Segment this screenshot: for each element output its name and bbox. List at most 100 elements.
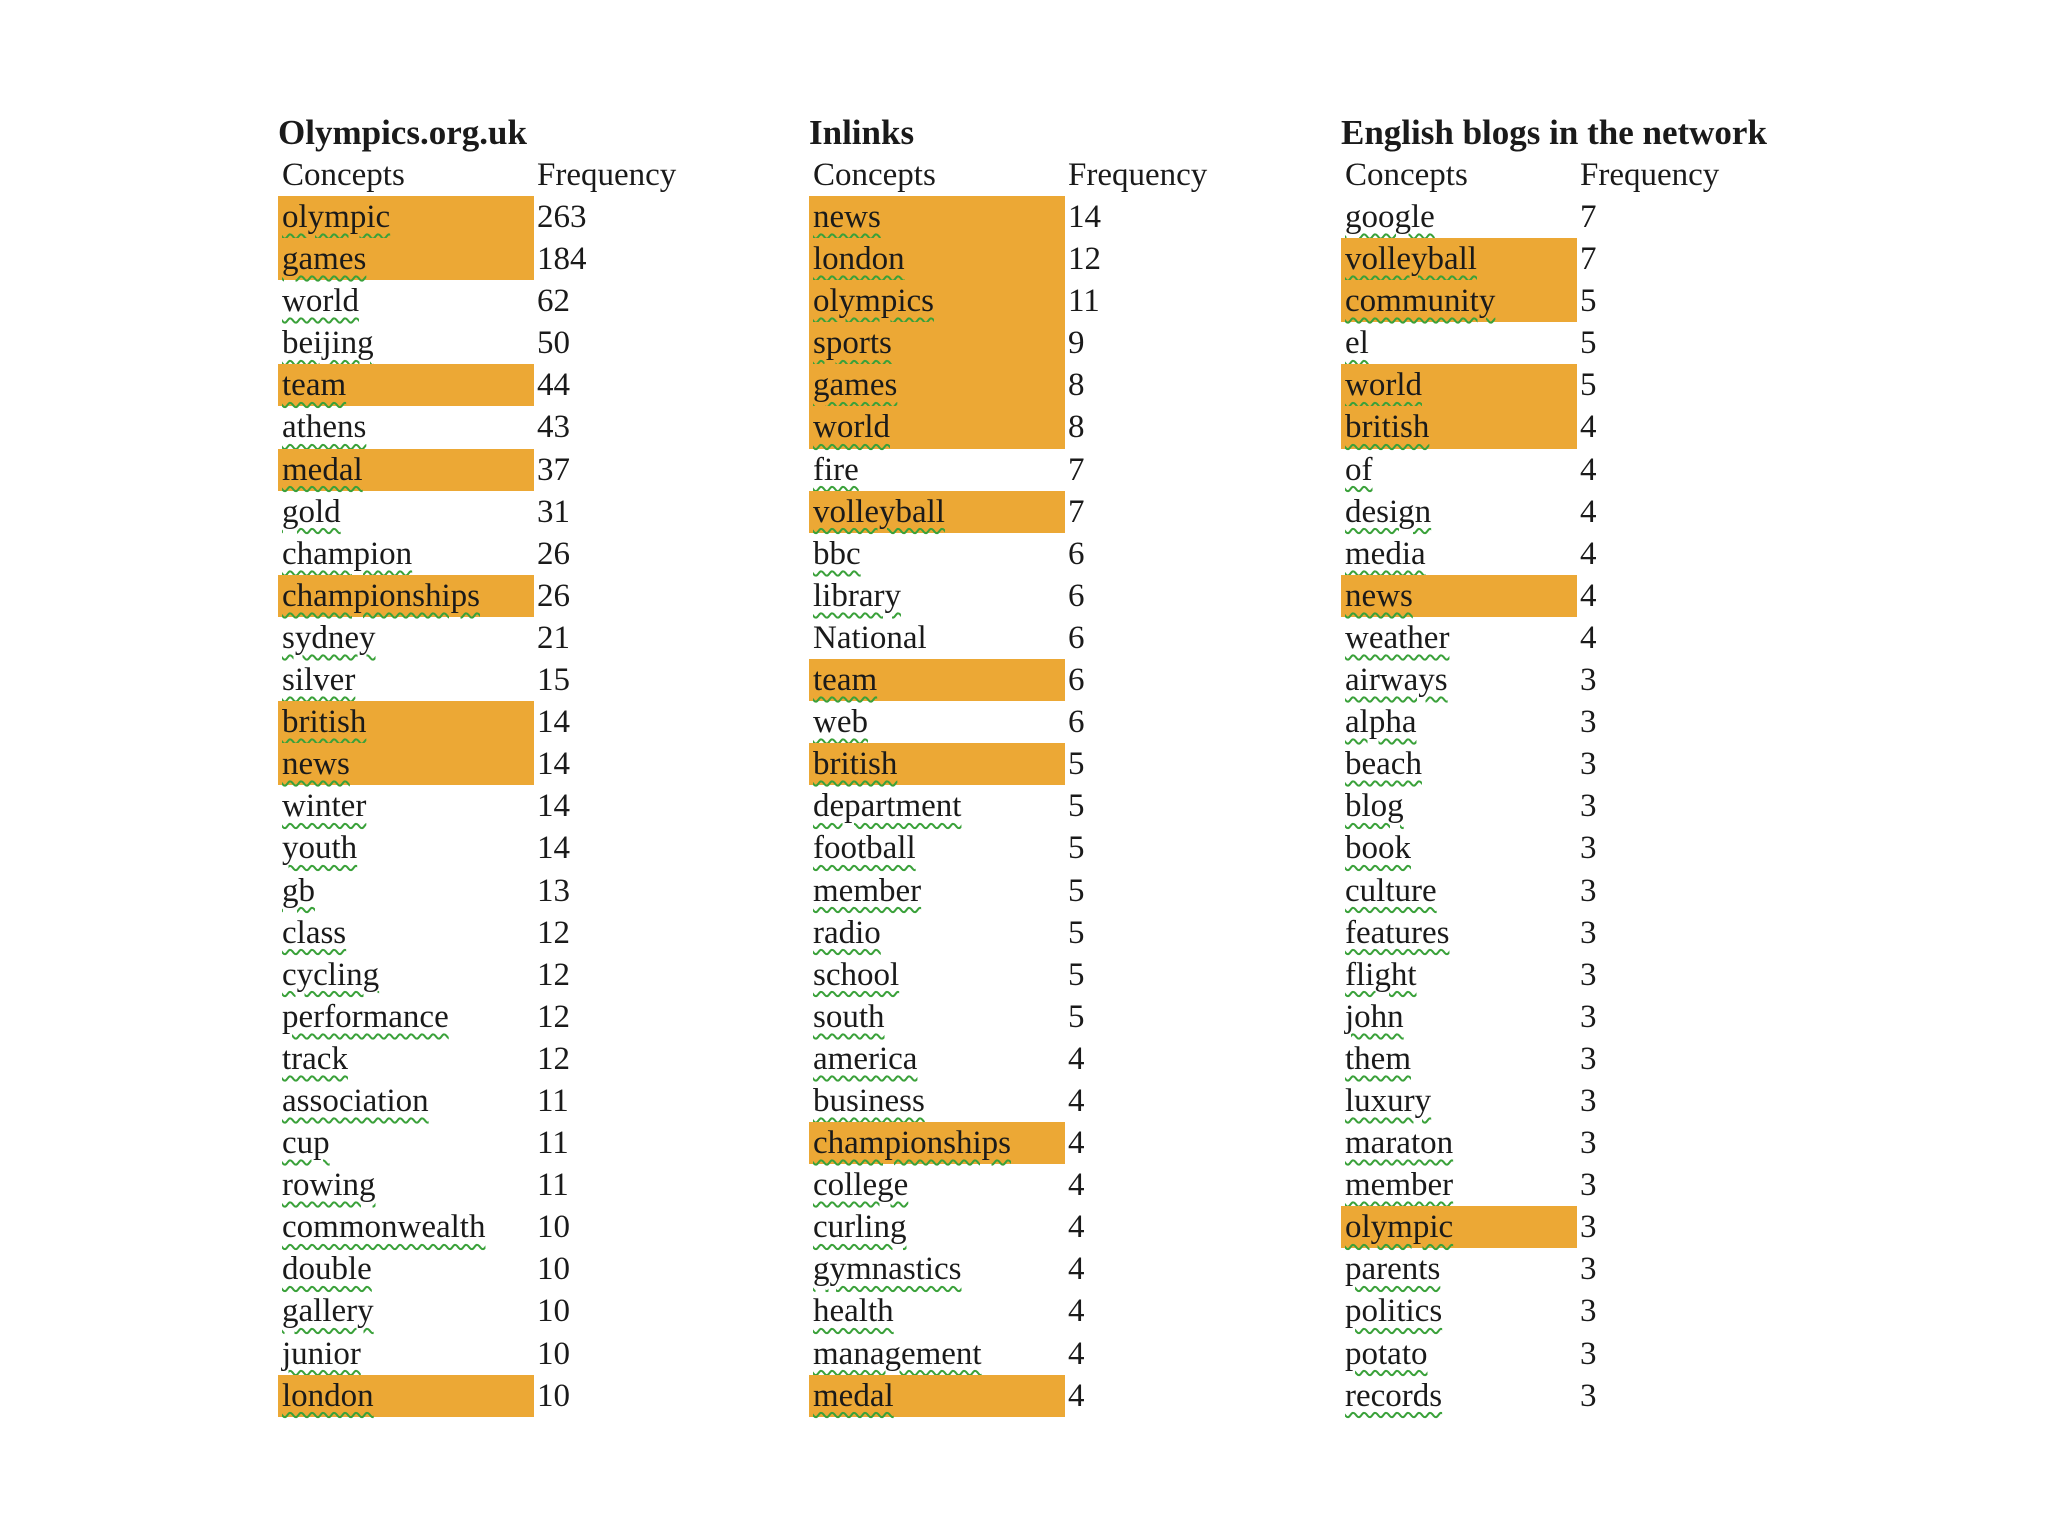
concept-cell: book (1341, 827, 1577, 869)
concept-cell: double (278, 1248, 534, 1290)
concept-text: health (813, 1293, 894, 1330)
concept-cell: parents (1341, 1248, 1577, 1290)
table-header: Concepts Frequency (809, 154, 1245, 196)
concept-text: fire (813, 451, 859, 488)
table-row: silver 15 (278, 659, 714, 701)
table-row: gold 31 (278, 491, 714, 533)
table-row: blog 3 (1341, 785, 1767, 827)
concept-text: them (1345, 1040, 1411, 1077)
concept-cell: london (278, 1374, 534, 1417)
frequency-cell: 5 (1068, 872, 1085, 909)
concept-text: curling (813, 1209, 907, 1246)
table-row: volleyball 7 (1341, 238, 1767, 281)
concept-text: team (282, 367, 347, 404)
concept-cell: gold (278, 491, 534, 533)
concept-cell: world (1341, 364, 1577, 407)
concept-cell: community (1341, 280, 1577, 323)
frequency-cell: 26 (537, 535, 570, 572)
concept-text: media (1345, 535, 1426, 572)
concept-text: world (813, 409, 890, 446)
frequency-cell: 3 (1580, 1167, 1597, 1204)
concept-cell: commonwealth (278, 1206, 534, 1248)
frequency-cell: 37 (537, 451, 570, 488)
table-row: association 11 (278, 1080, 714, 1122)
frequency-cell: 6 (1068, 619, 1085, 656)
frequency-cell: 62 (537, 283, 570, 320)
concept-text: design (1345, 493, 1432, 530)
frequency-cell: 21 (537, 619, 570, 656)
concept-text: google (1345, 199, 1435, 235)
concept-text: luxury (1345, 1082, 1432, 1119)
frequency-cell: 4 (1068, 1335, 1085, 1372)
frequency-cell: 5 (1580, 367, 1597, 404)
concept-text: maraton (1345, 1125, 1454, 1162)
concept-cell: fire (809, 449, 1065, 491)
table-row: National 6 (809, 617, 1245, 659)
table-row: junior 10 (278, 1333, 714, 1375)
frequency-cell: 4 (1068, 1377, 1085, 1414)
concept-text: web (813, 704, 868, 741)
frequency-cell: 6 (1068, 662, 1085, 699)
frequency-cell: 3 (1580, 830, 1597, 867)
concept-cell: health (809, 1290, 1065, 1332)
concept-text: politics (1345, 1293, 1443, 1330)
concept-text: National (813, 619, 927, 656)
concept-cell: them (1341, 1038, 1577, 1080)
table-row: business 4 (809, 1080, 1245, 1122)
table-row: volleyball 7 (809, 490, 1245, 533)
frequency-cell: 14 (537, 746, 570, 783)
table-row: parents 3 (1341, 1248, 1767, 1290)
table-row: alpha 3 (1341, 701, 1767, 743)
concept-cell: medal (278, 448, 534, 491)
table-row: maraton 3 (1341, 1122, 1767, 1164)
table-row: google 7 (1341, 196, 1767, 238)
concept-cell: blog (1341, 785, 1577, 827)
frequency-cell: 7 (1068, 493, 1085, 530)
table-row: member 3 (1341, 1164, 1767, 1206)
concept-text: news (1345, 577, 1413, 614)
table-english-blogs: English blogs in the network Concepts Fr… (1341, 112, 1767, 1417)
concept-cell: news (1341, 574, 1577, 617)
frequency-cell: 6 (1068, 535, 1085, 572)
concept-text: gold (282, 493, 341, 530)
table-row: games 184 (278, 238, 714, 281)
table-row: sydney 21 (278, 617, 714, 659)
table-row: luxury 3 (1341, 1080, 1767, 1122)
frequency-cell: 3 (1580, 1377, 1597, 1414)
table-row: potato 3 (1341, 1333, 1767, 1375)
table-row: team 44 (278, 364, 714, 407)
concept-text: library (813, 577, 901, 614)
frequency-cell: 44 (537, 367, 570, 404)
concept-cell: performance (278, 996, 534, 1038)
frequency-cell: 3 (1580, 662, 1597, 699)
table-row: gallery 10 (278, 1290, 714, 1332)
table-body: olympic 263 games 184 world 62 beijing 50 team 44… (278, 196, 714, 1417)
concept-text: weather (1345, 619, 1450, 656)
concept-cell: champion (278, 533, 534, 575)
concept-text: volleyball (1345, 241, 1477, 278)
concept-text: gymnastics (813, 1251, 962, 1288)
concept-text: performance (282, 998, 449, 1035)
frequency-cell: 9 (1068, 325, 1085, 362)
concept-cell: features (1341, 912, 1577, 954)
concept-cell: bbc (809, 533, 1065, 575)
frequency-cell: 10 (537, 1335, 570, 1372)
concept-cell: google (1341, 196, 1577, 238)
table-inlinks: Inlinks Concepts Frequency news 14 london 1… (809, 112, 1245, 1417)
concept-cell: sports (809, 322, 1065, 365)
concept-text: cycling (282, 956, 380, 993)
frequency-cell: 4 (1068, 1082, 1085, 1119)
table-row: health 4 (809, 1290, 1245, 1332)
table-row: football 5 (809, 827, 1245, 869)
concept-cell: gallery (278, 1290, 534, 1332)
frequency-cell: 4 (1580, 619, 1597, 656)
concept-text: championships (813, 1125, 1011, 1162)
table-olympics-org-uk: Olympics.org.uk Concepts Frequency olymp… (278, 112, 714, 1417)
frequency-header: Frequency (1580, 157, 1720, 193)
concept-cell: volleyball (809, 490, 1065, 533)
concept-text: gallery (282, 1293, 374, 1330)
concept-cell: rowing (278, 1164, 534, 1206)
concept-cell: web (809, 701, 1065, 743)
concept-text: management (813, 1335, 982, 1372)
frequency-cell: 3 (1580, 704, 1597, 741)
